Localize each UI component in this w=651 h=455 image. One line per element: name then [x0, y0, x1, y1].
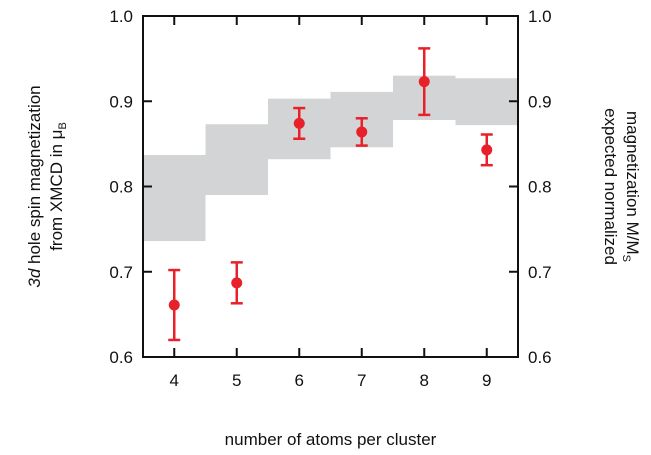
y-tick-label-left-0.7: 0.7 [109, 263, 133, 282]
x-tick-label-9: 9 [482, 371, 491, 390]
x-axis-label: number of atoms per cluster [225, 430, 437, 449]
y-tick-label-left-0.9: 0.9 [109, 92, 133, 111]
y-tick-label-right-0.6: 0.6 [528, 348, 552, 367]
y-axis-right-label-main: magnetization M/M [623, 111, 642, 255]
data-point-6 [293, 117, 305, 129]
expected-magnetization-band-layer [143, 75, 518, 242]
data-point-7 [356, 126, 368, 138]
y-axis-right-label-line2: magnetization M/MS [620, 111, 642, 262]
x-tick-label-6: 6 [295, 371, 304, 390]
band-segment-4 [143, 154, 206, 242]
x-tick-label-7: 7 [357, 371, 366, 390]
band-segment-5 [205, 124, 268, 196]
data-point-4 [168, 299, 180, 311]
y-tick-label-left-0.6: 0.6 [109, 348, 133, 367]
x-tick-label-8: 8 [420, 371, 429, 390]
y-tick-label-left-0.8: 0.8 [109, 178, 133, 197]
y-tick-label-right-0.9: 0.9 [528, 92, 552, 111]
band-segment-9 [455, 78, 518, 126]
y-axis-left-label-main: from XMCD in μ [47, 130, 66, 251]
y-tick-label-left-1: 1.0 [109, 7, 133, 26]
y-axis-right-label-line1: expected normalized [601, 108, 620, 265]
y-tick-label-right-0.7: 0.7 [528, 263, 552, 282]
x-tick-label-5: 5 [232, 371, 241, 390]
y-axis-right-label-sub: S [620, 255, 632, 262]
y-axis-left-label-rest: hole spin magnetization [25, 85, 44, 268]
y-axis-left-label-line2: from XMCD in μB [47, 122, 69, 251]
y-tick-label-right-0.8: 0.8 [528, 178, 552, 197]
ticks-layer: 4 5 6 7 8 9 0.6 0.6 0.7 0.7 0.8 0.8 0.9 0.9 1.0 1.0 [109, 7, 551, 390]
y-axis-left-label-line1: 3d hole spin magnetization [25, 85, 44, 287]
data-point-9 [481, 144, 493, 156]
data-point-8 [418, 76, 430, 88]
x-tick-label-4: 4 [170, 371, 179, 390]
data-point-5 [231, 277, 243, 289]
y-tick-label-right-1: 1.0 [528, 7, 552, 26]
y-axis-left-label-sub: B [57, 122, 69, 129]
data-points-layer [168, 47, 493, 342]
y-axis-left-label-italic: 3d [25, 268, 44, 287]
